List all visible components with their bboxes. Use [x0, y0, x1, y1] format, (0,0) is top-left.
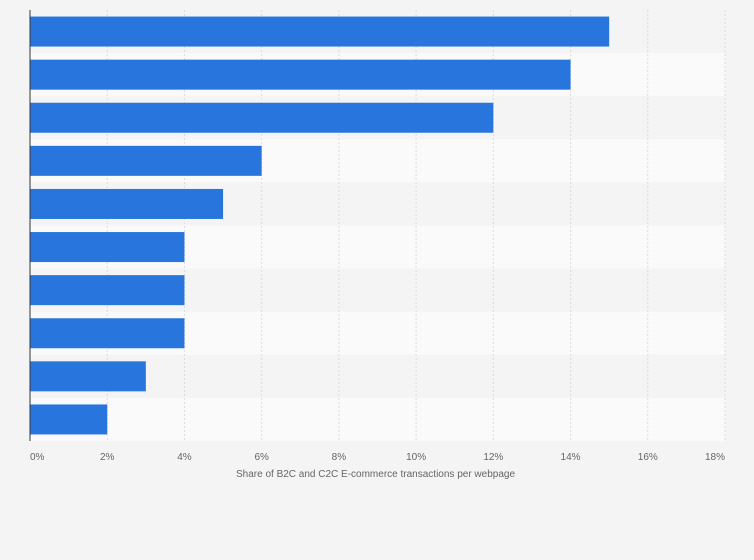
x-tick-label: 8% [332, 452, 347, 463]
x-tick-label: 6% [254, 452, 269, 463]
bar [30, 318, 185, 349]
x-tick-label: 16% [638, 452, 658, 463]
x-tick-label: 12% [483, 452, 503, 463]
x-tick-label: 4% [177, 452, 192, 463]
footer-band [0, 441, 754, 560]
x-tick-label: 0% [30, 452, 45, 463]
bar [30, 102, 494, 133]
bar [30, 16, 610, 47]
x-tick-labels: 0% 2% 4% 6% 8% 10% 12% 14% 16% 18% [30, 452, 725, 463]
x-tick-label: 2% [100, 452, 115, 463]
row-band [30, 397, 725, 441]
x-tick-label: 18% [705, 452, 725, 463]
x-tick-label: 10% [406, 452, 426, 463]
x-tick-label: 14% [561, 452, 581, 463]
bar [30, 275, 185, 306]
bar [30, 59, 571, 90]
bar [30, 232, 185, 263]
bars [30, 16, 610, 435]
x-axis-title: Share of B2C and C2C E-commerce transact… [236, 469, 515, 480]
bar [30, 145, 262, 176]
bar [30, 404, 108, 435]
bar [30, 188, 224, 219]
bar [30, 361, 146, 392]
